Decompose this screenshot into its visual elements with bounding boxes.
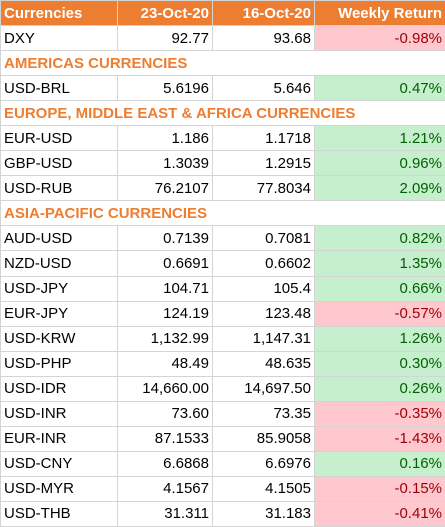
current-rate-cell: 104.71 [118,276,213,301]
current-rate-cell: 73.60 [118,401,213,426]
currency-pair-cell: EUR-INR [1,426,118,451]
currency-pair-cell: USD-CNY [1,451,118,476]
section-title: ASIA-PACIFIC CURRENCIES [1,201,445,226]
previous-rate-cell: 14,697.50 [213,376,315,401]
section-title: EUROPE, MIDDLE EAST & AFRICA CURRENCIES [1,101,445,126]
previous-rate-cell: 6.6976 [213,451,315,476]
table-header-row: Currencies 23-Oct-20 16-Oct-20 Weekly Re… [1,1,445,26]
previous-rate-cell: 1.1718 [213,126,315,151]
weekly-return-cell: 1.26% [315,326,445,351]
currency-pair-cell: USD-JPY [1,276,118,301]
currency-pair-cell: USD-RUB [1,176,118,201]
previous-rate-cell: 85.9058 [213,426,315,451]
weekly-return-cell: 2.09% [315,176,445,201]
current-rate-cell: 76.2107 [118,176,213,201]
previous-rate-cell: 31.183 [213,501,315,526]
current-rate-cell: 0.7139 [118,226,213,251]
weekly-return-cell: -0.41% [315,501,445,526]
header-currencies: Currencies [1,1,118,26]
weekly-return-cell: -0.57% [315,301,445,326]
header-weekly-return: Weekly Return [315,1,445,26]
weekly-return-cell: -0.15% [315,476,445,501]
section-header-row: AMERICAS CURRENCIES [1,51,445,76]
currency-pair-cell: EUR-JPY [1,301,118,326]
current-rate-cell: 124.19 [118,301,213,326]
currency-pair-cell: NZD-USD [1,251,118,276]
weekly-return-cell: 0.47% [315,76,445,101]
previous-rate-cell: 0.6602 [213,251,315,276]
currency-pair-cell: USD-KRW [1,326,118,351]
current-rate-cell: 48.49 [118,351,213,376]
currency-pair-cell: DXY [1,26,118,51]
previous-rate-cell: 0.7081 [213,226,315,251]
current-rate-cell: 1.186 [118,126,213,151]
weekly-return-cell: 0.30% [315,351,445,376]
weekly-return-cell: 0.66% [315,276,445,301]
weekly-return-cell: -1.43% [315,426,445,451]
weekly-return-cell: 0.16% [315,451,445,476]
weekly-return-cell: -0.98% [315,26,445,51]
section-header-row: ASIA-PACIFIC CURRENCIES [1,201,445,226]
current-rate-cell: 5.6196 [118,76,213,101]
current-rate-cell: 0.6691 [118,251,213,276]
section-header-row: EUROPE, MIDDLE EAST & AFRICA CURRENCIES [1,101,445,126]
currency-pair-cell: USD-BRL [1,76,118,101]
previous-rate-cell: 48.635 [213,351,315,376]
current-rate-cell: 4.1567 [118,476,213,501]
weekly-return-cell: 1.35% [315,251,445,276]
previous-rate-cell: 1.2915 [213,151,315,176]
currency-pair-cell: EUR-USD [1,126,118,151]
current-rate-cell: 6.6868 [118,451,213,476]
currency-pair-cell: USD-INR [1,401,118,426]
header-date-current: 23-Oct-20 [118,1,213,26]
weekly-return-cell: 0.82% [315,226,445,251]
previous-rate-cell: 4.1505 [213,476,315,501]
currency-pair-cell: USD-PHP [1,351,118,376]
header-date-previous: 16-Oct-20 [213,1,315,26]
weekly-return-cell: -0.35% [315,401,445,426]
previous-rate-cell: 73.35 [213,401,315,426]
current-rate-cell: 1,132.99 [118,326,213,351]
previous-rate-cell: 77.8034 [213,176,315,201]
currency-pair-cell: AUD-USD [1,226,118,251]
currency-pair-cell: USD-THB [1,501,118,526]
current-rate-cell: 87.1533 [118,426,213,451]
current-rate-cell: 31.311 [118,501,213,526]
currency-pair-cell: USD-MYR [1,476,118,501]
current-rate-cell: 92.77 [118,26,213,51]
section-title: AMERICAS CURRENCIES [1,51,445,76]
weekly-return-cell: 0.96% [315,151,445,176]
previous-rate-cell: 105.4 [213,276,315,301]
currency-pair-cell: GBP-USD [1,151,118,176]
weekly-return-cell: 1.21% [315,126,445,151]
previous-rate-cell: 5.646 [213,76,315,101]
weekly-return-cell: 0.26% [315,376,445,401]
current-rate-cell: 14,660.00 [118,376,213,401]
currency-pair-cell: USD-IDR [1,376,118,401]
previous-rate-cell: 93.68 [213,26,315,51]
previous-rate-cell: 1,147.31 [213,326,315,351]
current-rate-cell: 1.3039 [118,151,213,176]
previous-rate-cell: 123.48 [213,301,315,326]
